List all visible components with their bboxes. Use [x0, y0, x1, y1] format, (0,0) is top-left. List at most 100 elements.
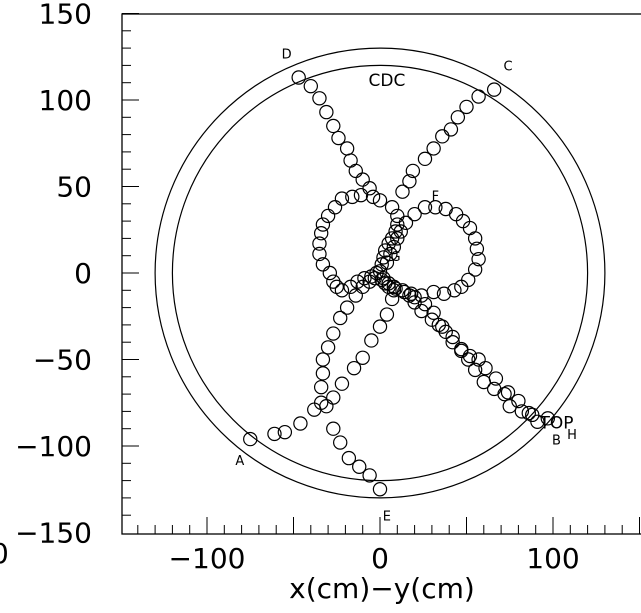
- hit-point: [428, 200, 443, 215]
- hit-point: [355, 172, 370, 187]
- hit-point: [403, 286, 419, 301]
- y-tick-label: 150: [39, 0, 92, 31]
- hit-point: [390, 217, 405, 232]
- hit-point: [339, 300, 355, 315]
- hit-point: [379, 255, 395, 270]
- hit-point: [426, 141, 441, 156]
- annotation-label: A: [235, 454, 244, 469]
- hit-point: [435, 129, 450, 144]
- hit-point: [467, 362, 483, 378]
- hit-point: [511, 393, 526, 409]
- hit-point: [386, 279, 402, 295]
- hit-point: [320, 340, 336, 355]
- hit-point: [331, 130, 346, 146]
- hit-point: [455, 213, 471, 229]
- hit-point: [293, 416, 308, 431]
- hit-point: [343, 153, 358, 168]
- hit-point: [459, 99, 474, 115]
- hit-point: [478, 360, 493, 376]
- hit-point: [339, 141, 355, 156]
- hit-point: [390, 231, 405, 246]
- hit-points: [243, 70, 556, 497]
- hit-point: [315, 352, 331, 367]
- cdc-circle: [171, 64, 589, 482]
- y-tick-label: −100: [15, 430, 92, 463]
- hit-point: [407, 206, 422, 222]
- annotation-label: B: [552, 433, 561, 448]
- hit-point: [355, 350, 370, 365]
- hit-point: [362, 181, 377, 196]
- hit-point: [313, 226, 329, 241]
- hit-point: [362, 468, 377, 483]
- hit-point: [374, 272, 389, 288]
- left-corner-label: 0: [0, 537, 9, 570]
- hit-point: [326, 326, 341, 341]
- hit-point: [417, 200, 433, 215]
- annotation-label: E: [383, 509, 391, 524]
- hit-point: [486, 82, 502, 97]
- hit-point: [326, 390, 341, 405]
- hit-point: [315, 217, 331, 232]
- hit-point: [348, 163, 363, 179]
- annotation-label: CDC: [368, 71, 405, 91]
- hit-point: [471, 352, 486, 367]
- cdc-circles: [154, 47, 606, 499]
- hit-point: [334, 376, 350, 391]
- hit-point: [315, 257, 331, 272]
- hit-point: [326, 421, 341, 436]
- hit-point: [312, 91, 327, 106]
- hit-point: [521, 405, 536, 421]
- plot-frame: [121, 13, 641, 535]
- hit-point: [327, 200, 343, 215]
- hit-point: [315, 366, 331, 381]
- hit-point: [445, 335, 460, 350]
- x-axis-label: x(cm)−y(cm): [289, 572, 475, 605]
- hit-point: [384, 200, 400, 215]
- hit-point: [333, 310, 348, 326]
- hit-point: [461, 272, 476, 288]
- hit-point: [445, 329, 460, 345]
- hit-point: [334, 191, 350, 206]
- hit-point: [443, 122, 459, 137]
- hit-point: [462, 220, 478, 236]
- hit-point: [540, 411, 556, 426]
- hit-point: [395, 184, 410, 199]
- x-tick-label: 100: [526, 542, 579, 575]
- hit-point: [350, 274, 365, 289]
- hit-point: [372, 193, 388, 208]
- hit-point: [402, 174, 417, 189]
- hit-point: [243, 431, 258, 447]
- hit-point: [435, 319, 450, 334]
- hit-point: [426, 305, 441, 320]
- hit-point: [277, 424, 293, 440]
- hit-point: [486, 381, 502, 397]
- y-tick-label: −50: [33, 344, 92, 377]
- hit-point: [319, 104, 334, 120]
- hit-point: [267, 426, 282, 442]
- hit-point: [469, 241, 485, 256]
- hit-point: [322, 265, 338, 281]
- hit-point: [341, 450, 357, 466]
- y-tick-label: −150: [15, 517, 92, 550]
- hit-point: [424, 312, 440, 327]
- hit-point: [386, 239, 402, 255]
- hit-point: [417, 151, 433, 167]
- hit-point: [326, 118, 341, 134]
- hit-point: [372, 319, 388, 334]
- x-tick-label: 0: [371, 542, 389, 575]
- hit-point: [502, 399, 517, 414]
- hit-point: [345, 189, 360, 205]
- hit-point: [319, 399, 334, 414]
- hit-point: [450, 110, 466, 125]
- hit-point: [417, 296, 433, 312]
- y-tick-labels: 150 100 50 0 −50 −100 −150: [15, 0, 92, 550]
- hit-point: [438, 201, 453, 217]
- hit-point: [530, 414, 545, 429]
- hit-point: [414, 303, 429, 319]
- hit-point: [467, 262, 483, 277]
- x-tick-labels: −100 0 100: [169, 542, 580, 575]
- hit-point: [383, 246, 398, 262]
- hit-point: [454, 341, 469, 357]
